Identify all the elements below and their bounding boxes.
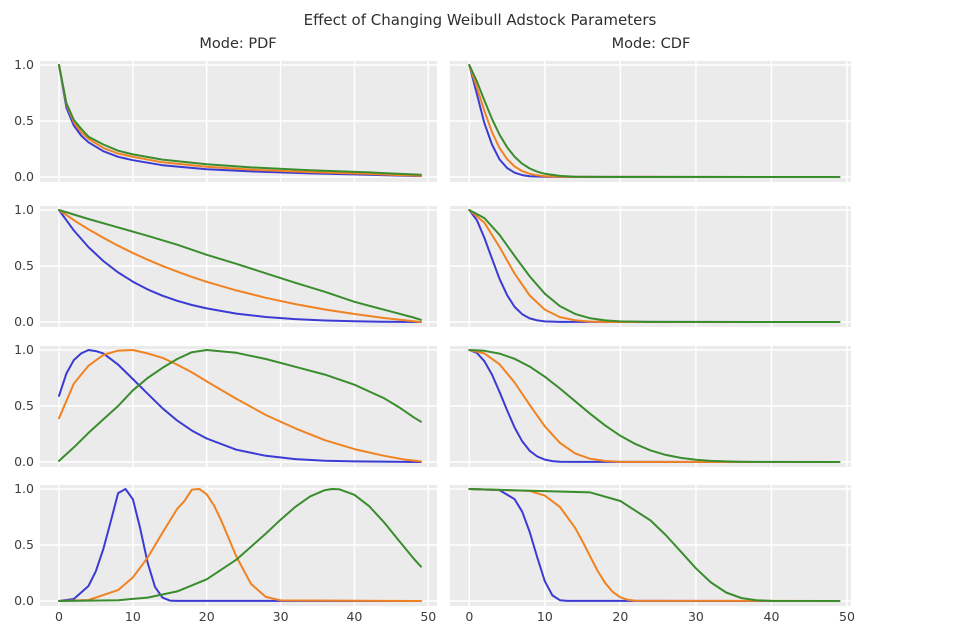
plot-canvas-row3-pdf [40,346,437,467]
plot-canvas-row2-cdf [450,206,851,327]
y-tick-label: 1.0 [14,481,34,496]
curve-green-row1-cdf [468,64,841,178]
curve-orange-row3-pdf [58,349,422,463]
plot-canvas-row1-pdf [40,61,437,182]
subplot-row2-pdf [40,206,437,327]
curve-green-row4-cdf [468,488,841,602]
plot-canvas-row3-cdf [450,346,851,467]
subplot-row3-cdf [450,346,851,467]
curve-green-row3-pdf [58,349,422,462]
curve-green-row2-cdf [468,209,841,323]
plot-canvas-row2-pdf [40,206,437,327]
curve-orange-row1-pdf [58,64,422,177]
subplot-row1-cdf [450,61,851,182]
x-tick-label: 40 [346,609,363,624]
curve-orange-row4-cdf [468,488,841,602]
y-tick-label: 0.5 [14,258,34,273]
subplot-row2-cdf [450,206,851,327]
curve-orange-row3-cdf [468,349,841,463]
curve-orange-row4-pdf [58,488,422,602]
curve-blue-row2-cdf [468,209,841,323]
x-tick-label: 20 [198,609,215,624]
subplot-column-title-pdf: Mode: PDF [199,36,277,52]
subplot-row3-pdf [40,346,437,467]
y-tick-label: 0.5 [14,537,34,552]
x-tick-label: 20 [612,609,629,624]
y-tick-label: 0.5 [14,113,34,128]
y-tick-label: 0.0 [14,314,34,329]
x-tick-label: 50 [420,609,437,624]
curve-orange-row2-cdf [468,209,841,323]
curve-blue-row4-pdf [58,488,422,602]
x-tick-label: 10 [536,609,553,624]
x-tick-label: 40 [763,609,780,624]
subplot-column-title-cdf: Mode: CDF [611,36,691,52]
curve-green-row2-pdf [58,209,422,321]
subplot-row4-cdf [450,485,851,606]
curve-blue-row3-cdf [468,349,841,463]
y-tick-label: 0.0 [14,169,34,184]
y-tick-label: 1.0 [14,57,34,72]
plot-canvas-row4-cdf [450,485,851,606]
x-tick-label: 0 [465,609,474,624]
x-tick-label: 30 [687,609,704,624]
curve-blue-row3-pdf [58,349,422,463]
x-tick-label: 30 [272,609,289,624]
plot-canvas-row1-cdf [450,61,851,182]
y-tick-label: 0.0 [14,454,34,469]
curve-orange-row2-pdf [58,209,422,323]
y-tick-label: 0.0 [14,593,34,608]
curve-green-row3-cdf [468,349,841,463]
subplot-row1-pdf [40,61,437,182]
curve-blue-row1-pdf [58,64,422,178]
figure-title: Effect of Changing Weibull Adstock Param… [303,11,657,29]
subplot-row4-pdf [40,485,437,606]
y-tick-label: 1.0 [14,342,34,357]
x-tick-label: 0 [55,609,63,624]
curve-green-row4-pdf [58,488,422,602]
curve-blue-row4-cdf [468,488,841,602]
y-tick-label: 0.5 [14,398,34,413]
curve-green-row1-pdf [58,64,422,176]
curve-blue-row2-pdf [58,209,422,323]
y-tick-label: 1.0 [14,202,34,217]
curve-orange-row1-cdf [468,64,841,178]
x-tick-label: 10 [124,609,141,624]
plot-canvas-row4-pdf [40,485,437,606]
x-tick-label: 50 [839,609,855,624]
